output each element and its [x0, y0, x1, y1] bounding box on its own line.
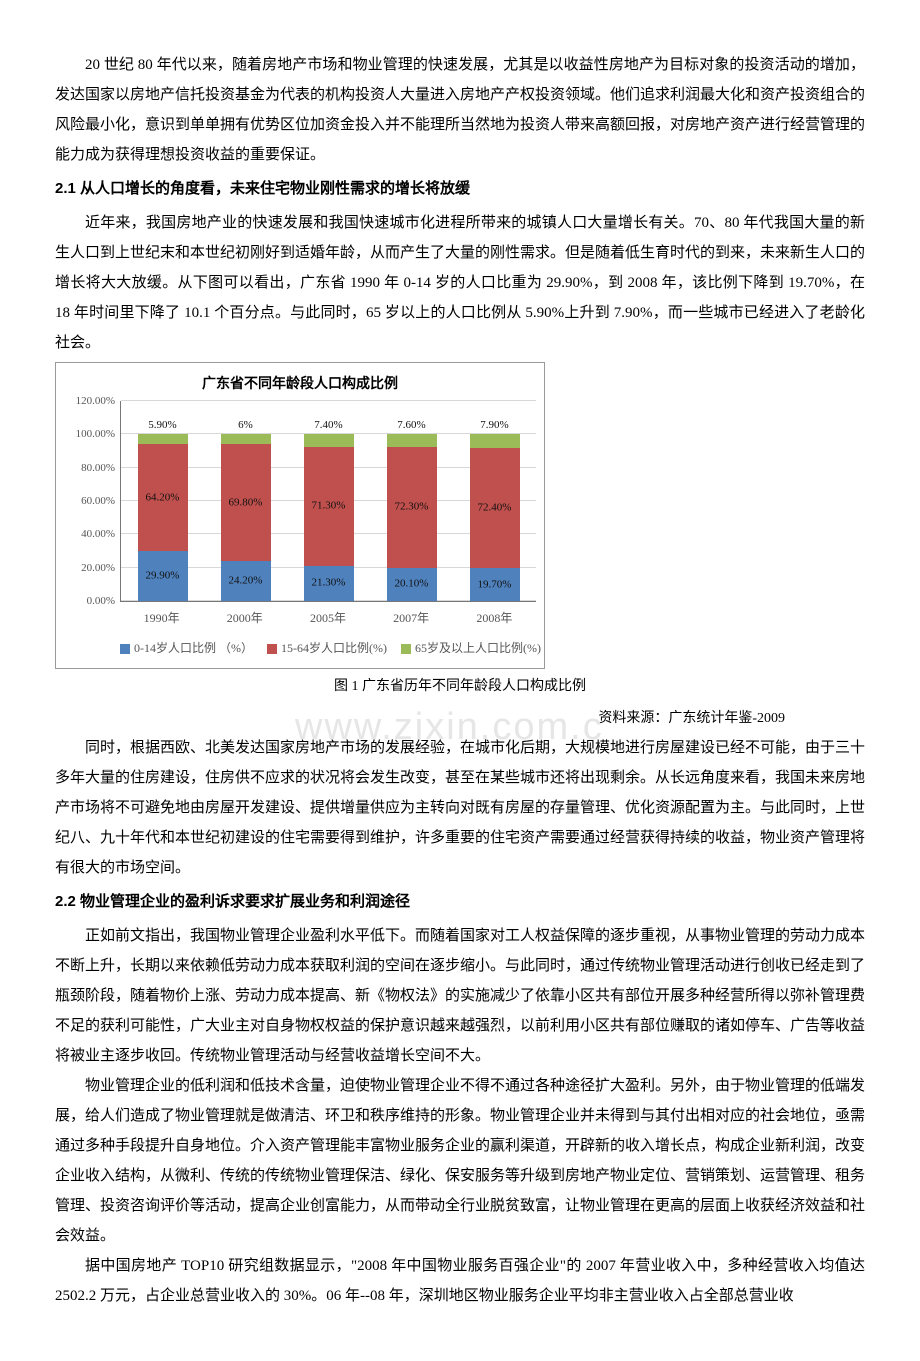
paragraph: 据中国房地产 TOP10 研究组数据显示，"2008 年中国物业服务百强企业"的… [55, 1251, 865, 1311]
chart-plot-area: 0.00%20.00%40.00%60.00%80.00%100.00%120.… [120, 401, 536, 602]
paragraph: 近年来，我国房地产业的快速发展和我国快速城市化进程所带来的城镇人口大量增长有关。… [55, 208, 865, 358]
figure-source: 资料来源：广东统计年鉴-2009 [55, 705, 785, 733]
chart-legend: 0-14岁人口比例 （%）15-64岁人口比例(%)65岁及以上人口比例(%) [120, 636, 536, 660]
age-composition-chart: 广东省不同年龄段人口构成比例 0.00%20.00%40.00%60.00%80… [55, 362, 545, 669]
paragraph: 20 世纪 80 年代以来，随着房地产市场和物业管理的快速发展，尤其是以收益性房… [55, 50, 865, 170]
paragraph: 同时，根据西欧、北美发达国家房地产市场的发展经验，在城市化后期，大规模地进行房屋… [55, 733, 865, 883]
chart-x-axis: 1990年2000年2005年2007年2008年 [120, 606, 536, 630]
paragraph: 物业管理企业的低利润和低技术含量，迫使物业管理企业不得不通过各种途径扩大盈利。另… [55, 1071, 865, 1251]
figure-caption: 图 1 广东省历年不同年龄段人口构成比例 [55, 673, 865, 701]
section-heading-2-2: 2.2 物业管理企业的盈利诉求要求扩展业务和利润途径 [55, 887, 865, 917]
paragraph: 正如前文指出，我国物业管理企业盈利水平低下。而随着国家对工人权益保障的逐步重视，… [55, 921, 865, 1071]
chart-title: 广东省不同年龄段人口构成比例 [64, 369, 536, 397]
section-heading-2-1: 2.1 从人口增长的角度看，未来住宅物业刚性需求的增长将放缓 [55, 174, 865, 204]
